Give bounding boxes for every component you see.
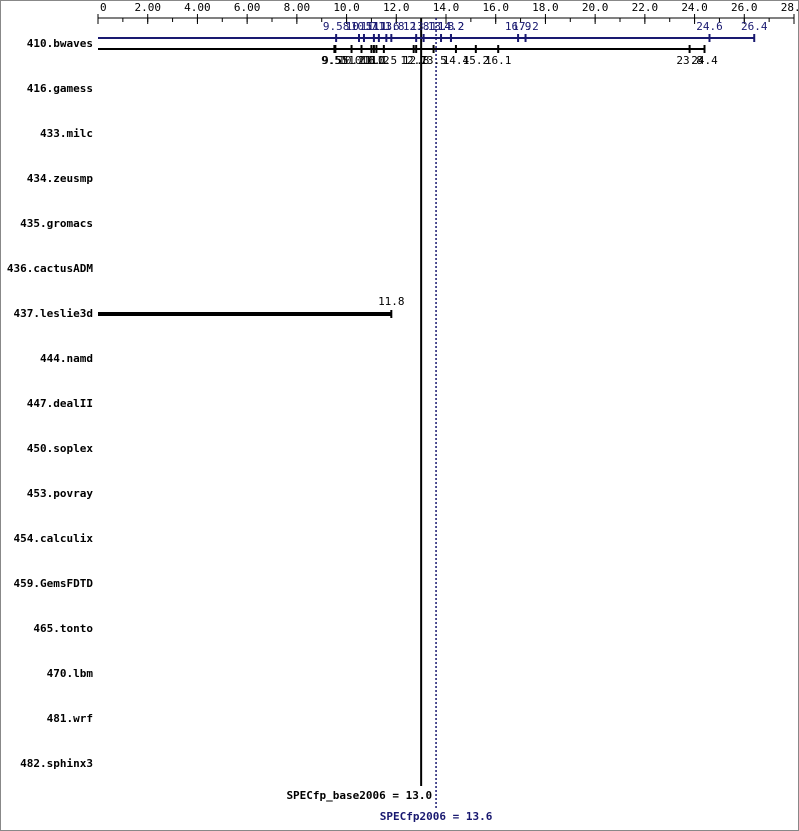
value-label: 10.6 xyxy=(348,54,375,67)
value-label: 9.51 xyxy=(321,54,348,67)
value-label: 11.0 xyxy=(358,54,385,67)
value-label: 10.2 xyxy=(338,54,365,67)
value-label: 11.8 xyxy=(378,295,405,308)
x-tick-label: 18.0 xyxy=(532,1,559,14)
benchmark-label: 416.gamess xyxy=(27,82,93,95)
value-label: 15.2 xyxy=(463,54,490,67)
benchmark-label: 436.cactusADM xyxy=(7,262,93,275)
value-label: 10.7 xyxy=(351,20,378,33)
x-tick-label: 2.00 xyxy=(134,1,161,14)
x-tick-label: 6.00 xyxy=(234,1,261,14)
benchmark-label: 437.leslie3d xyxy=(14,307,93,320)
x-tick-label: 4.00 xyxy=(184,1,211,14)
x-tick-label: 0 xyxy=(100,1,107,14)
benchmark-label: 470.lbm xyxy=(47,667,94,680)
benchmark-label: 453.povray xyxy=(27,487,94,500)
value-label: 23.8 xyxy=(676,54,703,67)
x-tick-label: 10.0 xyxy=(333,1,360,14)
value-label: 11.1 xyxy=(361,54,388,67)
x-tick-label: 12.0 xyxy=(383,1,410,14)
value-label: 11.3 xyxy=(366,20,393,33)
value-label: 14.4 xyxy=(443,54,470,67)
value-label: 14.2 xyxy=(438,20,465,33)
x-tick-label: 14.0 xyxy=(433,1,460,14)
value-label: 11.2 xyxy=(363,54,390,67)
value-label: 13.8 xyxy=(428,20,455,33)
value-label: 12.8 xyxy=(403,20,430,33)
x-tick-label: 24.0 xyxy=(681,1,708,14)
x-tick-label: 22.0 xyxy=(632,1,659,14)
benchmark-label: 459.GemsFDTD xyxy=(14,577,94,590)
value-label: 14.2 xyxy=(438,20,465,33)
reference-label: SPECfp_base2006 = 13.0 xyxy=(286,789,432,802)
value-label: 24.4 xyxy=(691,54,718,67)
value-label: 11.6 xyxy=(373,20,400,33)
benchmark-label: 454.calculix xyxy=(14,532,94,545)
benchmark-label: 433.milc xyxy=(40,127,93,140)
x-tick-label: 20.0 xyxy=(582,1,609,14)
benchmark-label: 482.sphinx3 xyxy=(20,757,93,770)
value-label: 11.1 xyxy=(361,20,388,33)
benchmark-label: 435.gromacs xyxy=(20,217,93,230)
x-tick-label: 28.0 xyxy=(781,1,799,14)
value-label: 13.1 xyxy=(410,20,437,33)
value-label: 11.8 xyxy=(378,20,405,33)
value-label: 12.8 xyxy=(403,54,430,67)
value-label: 13.5 xyxy=(420,54,447,67)
benchmark-label: 410.bwaves xyxy=(27,37,93,50)
value-label: 9.58 xyxy=(323,20,350,33)
x-tick-label: 16.0 xyxy=(482,1,509,14)
benchmark-label: 447.dealII xyxy=(27,397,93,410)
value-label: 16.9 xyxy=(505,20,532,33)
benchmark-label: 481.wrf xyxy=(47,712,93,725)
value-label: 17.2 xyxy=(512,20,539,33)
benchmark-label: 444.namd xyxy=(40,352,93,365)
value-label: 12.7 xyxy=(400,54,427,67)
value-label: 16.1 xyxy=(485,54,512,67)
value-label: 11.5 xyxy=(371,54,398,67)
x-tick-label: 8.00 xyxy=(284,1,311,14)
benchmark-label: 434.zeusmp xyxy=(27,172,94,185)
benchmark-label: 450.soplex xyxy=(27,442,94,455)
value-label: 26.4 xyxy=(741,20,768,33)
value-label: 24.6 xyxy=(696,20,723,33)
value-label: 10.5 xyxy=(346,20,373,33)
value-label: 9.55 xyxy=(322,54,349,67)
benchmark-label: 465.tonto xyxy=(33,622,93,635)
reference-label: SPECfp2006 = 13.6 xyxy=(380,810,493,823)
x-tick-label: 26.0 xyxy=(731,1,758,14)
